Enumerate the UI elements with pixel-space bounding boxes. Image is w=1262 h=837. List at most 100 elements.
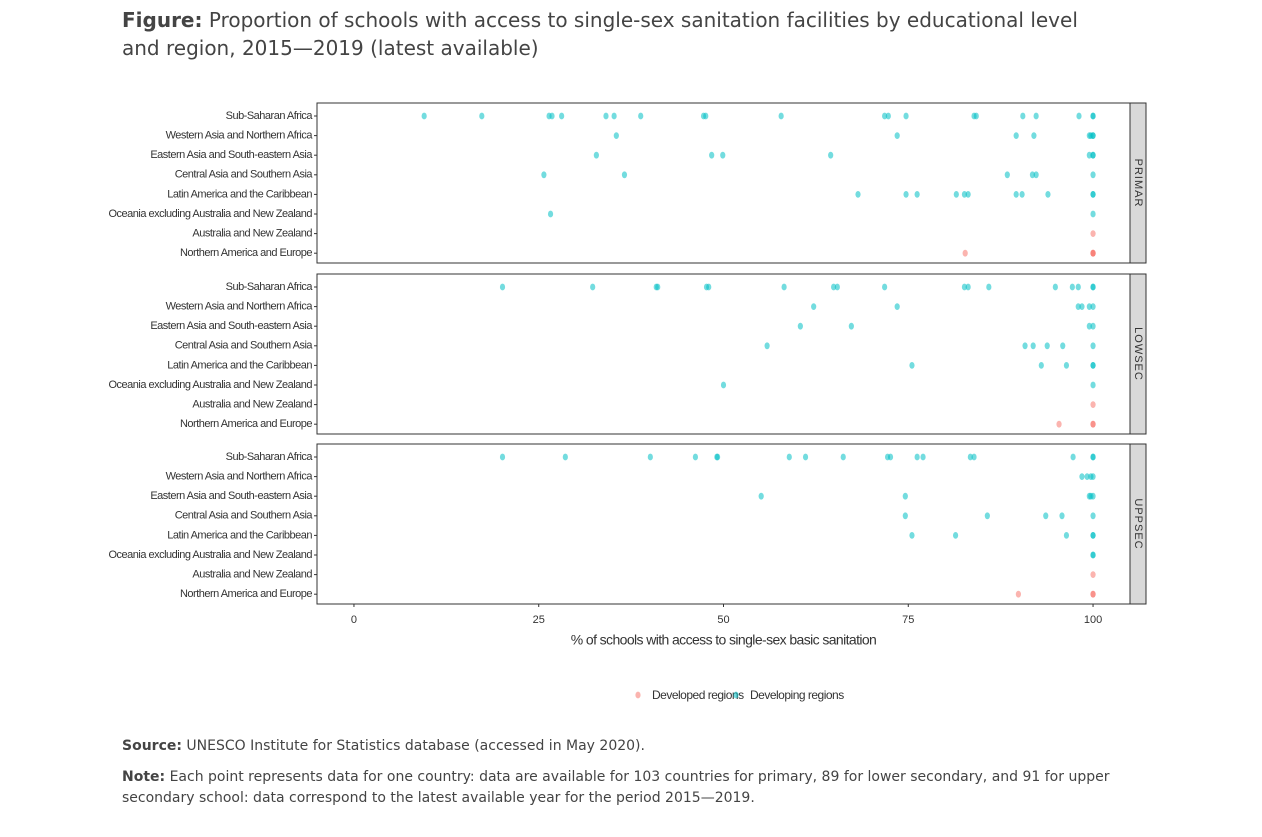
title-label: Figure: bbox=[122, 8, 203, 32]
strip bbox=[1129, 273, 1147, 435]
y-tick-label: Latin America and the Caribbean bbox=[167, 359, 312, 371]
point bbox=[1060, 342, 1066, 350]
point bbox=[1030, 342, 1036, 350]
point bbox=[621, 171, 628, 179]
point bbox=[971, 453, 977, 461]
point bbox=[1004, 171, 1010, 179]
point bbox=[547, 210, 554, 218]
point bbox=[1044, 342, 1050, 350]
point bbox=[1090, 151, 1096, 159]
point bbox=[802, 453, 809, 461]
chart: PRIMAR Sub-Saharan Africa Western Asia and… bbox=[108, 102, 1147, 702]
point bbox=[590, 283, 596, 291]
point bbox=[961, 283, 968, 291]
point bbox=[1019, 191, 1025, 198]
point bbox=[1086, 303, 1092, 310]
x-tick-label: 100 bbox=[1084, 614, 1102, 626]
point bbox=[1020, 112, 1026, 120]
point bbox=[1090, 532, 1096, 539]
y-tick-label: Sub-Saharan Africa bbox=[226, 451, 314, 463]
point bbox=[1090, 571, 1096, 578]
point bbox=[882, 283, 888, 291]
point bbox=[541, 171, 547, 179]
point bbox=[714, 453, 721, 461]
point bbox=[1090, 473, 1096, 480]
point bbox=[1045, 191, 1051, 198]
point bbox=[655, 283, 661, 291]
point bbox=[909, 362, 915, 369]
point bbox=[1038, 362, 1044, 369]
source-label: Source: bbox=[122, 738, 182, 754]
point bbox=[1056, 420, 1062, 428]
point bbox=[758, 492, 764, 500]
y-tick-label: Sub-Saharan Africa bbox=[226, 110, 314, 122]
point bbox=[1075, 303, 1081, 310]
y-tick-label: Oceania excluding Australia and New Zeal… bbox=[108, 549, 312, 561]
source-text: UNESCO Institute for Statistics database… bbox=[186, 738, 645, 754]
point bbox=[1090, 453, 1096, 461]
title: Figure: Proportion of schools with acces… bbox=[122, 6, 1112, 62]
point bbox=[834, 283, 840, 291]
y-tick-label: Western Asia and Northern Africa bbox=[166, 471, 314, 483]
y-tick-label: Australia and New Zealand bbox=[192, 399, 312, 411]
point bbox=[1090, 420, 1096, 428]
point bbox=[828, 151, 834, 159]
point bbox=[1031, 132, 1037, 140]
y-tick-label: Northern America and Europe bbox=[180, 588, 312, 600]
point bbox=[965, 283, 971, 291]
point bbox=[903, 112, 909, 120]
point bbox=[1063, 532, 1070, 539]
point bbox=[613, 132, 619, 140]
legend-swatch bbox=[733, 691, 739, 699]
point bbox=[1013, 191, 1019, 198]
point bbox=[1086, 151, 1092, 159]
point bbox=[831, 283, 837, 291]
point bbox=[1079, 473, 1085, 480]
y-tick-label: Oceania excluding Australia and New Zeal… bbox=[108, 379, 312, 391]
point bbox=[692, 453, 699, 461]
point bbox=[894, 303, 900, 310]
point bbox=[1033, 171, 1039, 179]
point bbox=[986, 283, 992, 291]
point bbox=[1090, 303, 1096, 310]
point bbox=[479, 112, 485, 120]
y-tick-label: Australia and New Zealand bbox=[192, 569, 312, 581]
point bbox=[894, 132, 900, 140]
point bbox=[1090, 492, 1096, 500]
point bbox=[1069, 283, 1075, 291]
point bbox=[709, 151, 715, 159]
panel bbox=[316, 443, 1131, 605]
point bbox=[1090, 249, 1096, 257]
point bbox=[611, 112, 617, 120]
note: Note: Each point represents data for one… bbox=[122, 767, 1122, 809]
point bbox=[1090, 551, 1096, 559]
point bbox=[1015, 590, 1021, 598]
x-tick-label: 50 bbox=[717, 614, 729, 626]
point bbox=[952, 532, 959, 539]
point bbox=[797, 322, 803, 330]
point bbox=[778, 112, 784, 120]
legend-label: Developing regions bbox=[750, 688, 844, 702]
point bbox=[1090, 132, 1096, 140]
point bbox=[973, 112, 979, 120]
point bbox=[840, 453, 846, 461]
y-tick-label: Central Asia and Southern Asia bbox=[175, 169, 314, 181]
point bbox=[984, 512, 990, 520]
point bbox=[1090, 381, 1096, 389]
y-tick-label: Latin America and the Caribbean bbox=[167, 529, 312, 541]
point bbox=[1090, 342, 1096, 350]
panel bbox=[316, 273, 1131, 435]
y-tick-label: Northern America and Europe bbox=[180, 247, 312, 259]
title-text: Proportion of schools with access to sin… bbox=[122, 8, 1078, 60]
point bbox=[914, 453, 920, 461]
point bbox=[1070, 453, 1076, 461]
point bbox=[647, 453, 653, 461]
point bbox=[885, 112, 891, 120]
y-tick-label: Eastern Asia and South-eastern Asia bbox=[150, 320, 313, 332]
y-tick-label: Eastern Asia and South-eastern Asia bbox=[150, 490, 313, 502]
y-tick-label: Western Asia and Northern Africa bbox=[166, 301, 314, 313]
point bbox=[902, 492, 908, 500]
point bbox=[962, 249, 968, 257]
strip bbox=[1129, 443, 1147, 605]
point bbox=[882, 112, 888, 120]
